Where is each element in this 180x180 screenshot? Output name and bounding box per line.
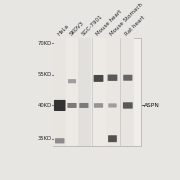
FancyBboxPatch shape <box>94 103 103 108</box>
Bar <box>66 38 78 146</box>
FancyBboxPatch shape <box>108 135 117 142</box>
Bar <box>120 38 134 146</box>
Text: SKOV3: SKOV3 <box>68 21 85 37</box>
Text: Mouse heart: Mouse heart <box>95 9 123 37</box>
FancyBboxPatch shape <box>123 75 132 81</box>
Bar <box>106 38 120 146</box>
Text: 70KD: 70KD <box>37 40 51 46</box>
Text: 40KD: 40KD <box>37 103 51 108</box>
FancyBboxPatch shape <box>94 75 104 82</box>
FancyBboxPatch shape <box>108 75 117 81</box>
Text: Mouse Stomach: Mouse Stomach <box>109 2 144 37</box>
Bar <box>91 38 106 146</box>
FancyBboxPatch shape <box>54 100 66 111</box>
Bar <box>53 38 141 146</box>
Text: 55KD: 55KD <box>37 73 51 77</box>
Text: SGC-7901: SGC-7901 <box>80 14 103 37</box>
FancyBboxPatch shape <box>68 103 77 108</box>
Bar <box>78 38 91 146</box>
Text: ASPN: ASPN <box>144 103 160 108</box>
FancyBboxPatch shape <box>79 103 89 108</box>
FancyBboxPatch shape <box>55 138 64 143</box>
Text: 35KD: 35KD <box>37 136 51 141</box>
Text: HeLa: HeLa <box>56 23 70 37</box>
FancyBboxPatch shape <box>108 103 117 107</box>
FancyBboxPatch shape <box>123 102 133 109</box>
FancyBboxPatch shape <box>68 79 76 83</box>
Bar <box>53 38 66 146</box>
Text: Rat heart: Rat heart <box>124 15 146 37</box>
